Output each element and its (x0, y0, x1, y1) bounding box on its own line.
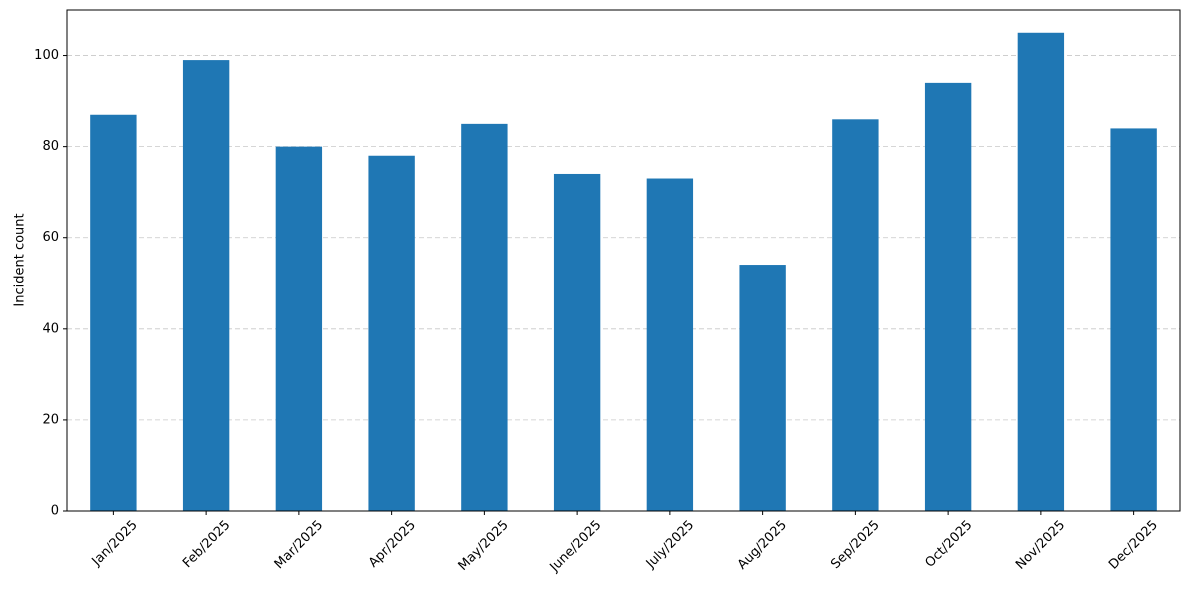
x-tick-label: Apr/2025 (366, 518, 419, 571)
bar (461, 123, 508, 511)
bar (182, 60, 230, 511)
y-tick-label: 20 (42, 412, 59, 427)
x-tick-label: Sep/2025 (828, 518, 882, 572)
bar (739, 265, 786, 511)
bar (368, 155, 415, 511)
plot-frame (66, 9, 1181, 512)
bar (275, 146, 323, 512)
x-tick-label: Mar/2025 (272, 518, 326, 572)
y-tick-label: 40 (42, 321, 59, 336)
x-tick-label: Dec/2025 (1106, 518, 1161, 573)
bar (832, 119, 879, 512)
x-tick-label: June/2025 (547, 518, 605, 576)
x-tick-label: Jan/2025 (89, 518, 141, 570)
y-tick-label: 80 (42, 139, 59, 154)
y-tick-label: 60 (42, 230, 59, 245)
bar (1110, 128, 1157, 511)
bar (553, 173, 601, 512)
bar (90, 114, 137, 511)
y-tick-label: 0 (51, 504, 59, 519)
x-tick-label: Oct/2025 (922, 518, 975, 571)
y-tick-label: 100 (34, 48, 59, 63)
x-tick-label: May/2025 (456, 518, 512, 574)
bar (1017, 32, 1065, 511)
y-axis-label: Incident count (13, 213, 28, 306)
bar (646, 178, 694, 511)
x-tick-label: July/2025 (643, 518, 697, 572)
x-tick-label: Feb/2025 (180, 518, 233, 571)
bar (924, 82, 972, 511)
x-tick-label: Aug/2025 (735, 518, 790, 573)
x-tick-label: Nov/2025 (1013, 518, 1068, 573)
